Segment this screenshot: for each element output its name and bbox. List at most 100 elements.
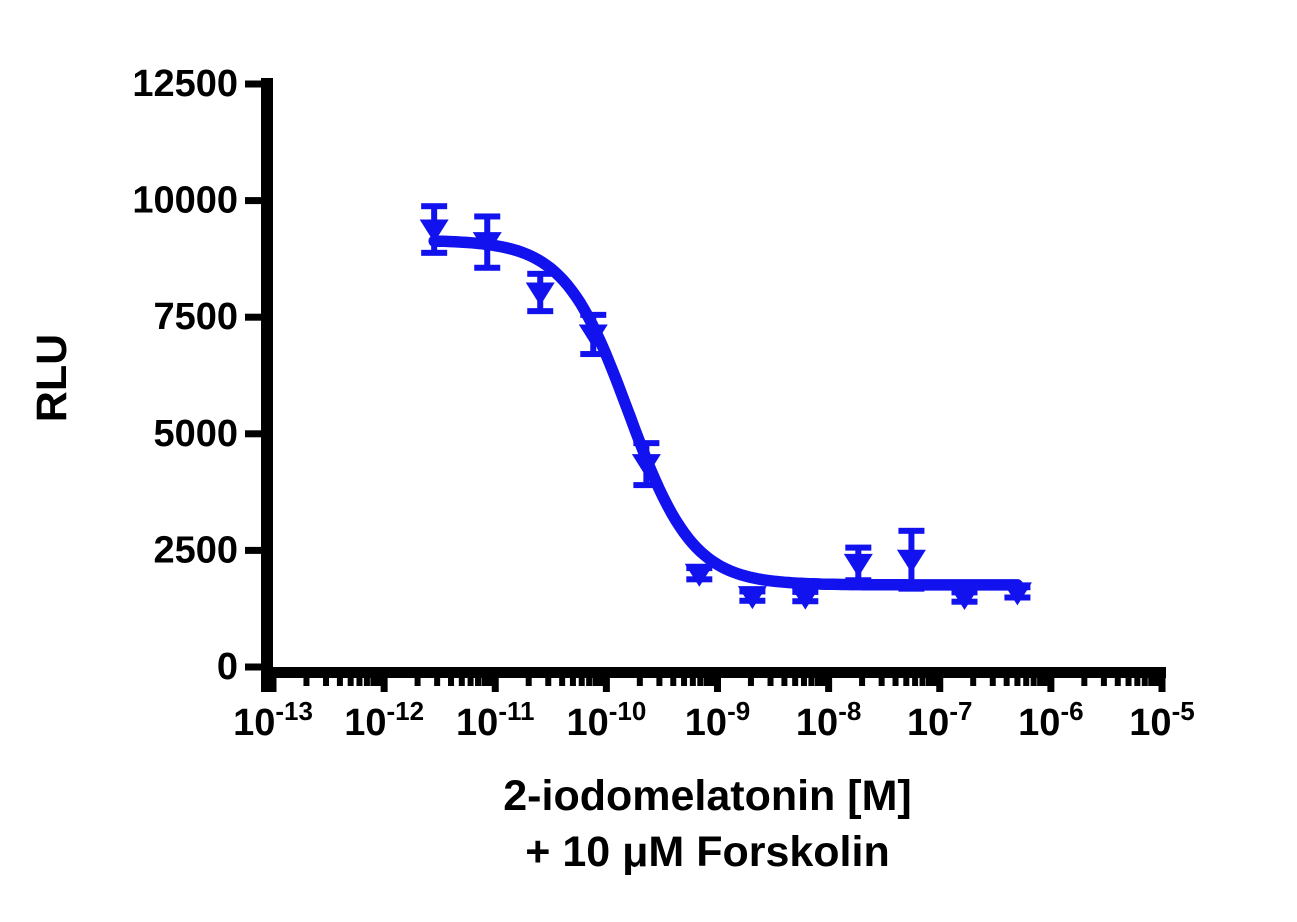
x-axis-tick-label: 10-13 bbox=[233, 696, 313, 744]
x-axis-major-tick bbox=[825, 678, 833, 692]
y-axis-tick bbox=[245, 80, 261, 88]
x-axis-minor-tick bbox=[656, 678, 663, 686]
x-axis-minor-tick bbox=[859, 678, 866, 686]
x-axis-minor-tick bbox=[363, 678, 370, 686]
x-axis-tick-label: 10-5 bbox=[1129, 696, 1194, 744]
y-axis-line bbox=[261, 78, 273, 692]
x-axis-minor-tick bbox=[1003, 678, 1010, 686]
x-axis-minor-tick bbox=[925, 678, 932, 686]
x-axis-tick-label: 10-11 bbox=[456, 696, 534, 744]
error-bar-cap-bottom bbox=[580, 351, 607, 358]
x-axis-minor-tick bbox=[414, 678, 421, 686]
x-axis-tick-label: 10-8 bbox=[796, 696, 861, 744]
error-bar-cap-top bbox=[474, 213, 501, 220]
x-axis-minor-tick bbox=[1134, 678, 1141, 686]
x-axis-major-tick bbox=[714, 678, 721, 692]
x-axis-minor-tick bbox=[323, 678, 330, 686]
y-axis-tick-label: 12500 bbox=[132, 63, 238, 105]
fit-curve bbox=[428, 235, 1024, 591]
x-axis-minor-tick bbox=[878, 678, 885, 686]
data-point-marker bbox=[790, 586, 820, 610]
x-axis-minor-tick bbox=[598, 678, 605, 686]
x-axis-minor-tick bbox=[781, 678, 788, 686]
data-point-marker bbox=[631, 454, 661, 478]
x-axis-minor-tick bbox=[709, 678, 716, 686]
error-bar-cap-top bbox=[527, 270, 554, 277]
x-axis-minor-tick bbox=[903, 678, 910, 686]
x-axis-minor-tick bbox=[703, 678, 710, 686]
x-axis-title-line2: + 10 μM Forskolin bbox=[525, 828, 889, 876]
x-axis-minor-tick bbox=[767, 678, 774, 686]
y-axis-tick-label: 7500 bbox=[153, 296, 238, 338]
x-axis-minor-tick bbox=[448, 678, 455, 686]
y-axis-tick bbox=[245, 313, 261, 321]
error-bar-cap-bottom bbox=[527, 308, 554, 315]
x-axis-minor-tick bbox=[792, 678, 799, 686]
x-axis-minor-tick bbox=[814, 678, 821, 686]
y-axis-tick-label: 5000 bbox=[153, 413, 238, 455]
error-bar-cap-bottom bbox=[421, 249, 448, 256]
x-axis-title-line1: 2-iodomelatonin [M] bbox=[503, 772, 911, 820]
x-axis-tick-label: 10-10 bbox=[566, 696, 646, 744]
y-axis-tick-label: 10000 bbox=[132, 180, 238, 222]
error-bar-cap-top bbox=[845, 544, 872, 551]
x-axis-minor-tick bbox=[1023, 678, 1030, 686]
x-axis-minor-tick bbox=[747, 678, 754, 686]
x-axis-minor-tick bbox=[1030, 678, 1037, 686]
x-axis-minor-tick bbox=[670, 678, 677, 686]
error-bar-cap-top bbox=[633, 440, 660, 447]
x-axis-minor-tick bbox=[434, 678, 441, 686]
x-axis-minor-tick bbox=[487, 678, 494, 686]
x-axis-minor-tick bbox=[1081, 678, 1088, 686]
x-axis-minor-tick bbox=[1125, 678, 1132, 686]
x-axis-tick-label: 10-7 bbox=[907, 696, 972, 744]
x-axis-minor-tick bbox=[636, 678, 643, 686]
x-axis-minor-tick bbox=[1153, 678, 1160, 686]
data-point-marker bbox=[1002, 582, 1032, 606]
x-axis-minor-tick bbox=[689, 678, 696, 686]
error-bar-cap-top bbox=[898, 527, 925, 534]
x-axis-tick-label: 10-9 bbox=[685, 696, 750, 744]
x-axis-major-tick bbox=[269, 678, 277, 692]
x-axis-minor-tick bbox=[820, 678, 827, 686]
y-axis-tick-label: 0 bbox=[217, 646, 238, 688]
x-axis-tick-label: 10-12 bbox=[344, 696, 424, 744]
x-axis-major-tick bbox=[491, 678, 499, 692]
data-point-marker bbox=[896, 549, 926, 573]
x-axis-minor-tick bbox=[808, 678, 815, 686]
x-axis-minor-tick bbox=[919, 678, 926, 686]
x-axis-minor-tick bbox=[892, 678, 899, 686]
x-axis-major-tick bbox=[936, 678, 944, 692]
y-axis-tick bbox=[245, 197, 261, 205]
x-axis-minor-tick bbox=[681, 678, 688, 686]
x-axis-minor-tick bbox=[592, 678, 599, 686]
x-axis-minor-tick bbox=[1100, 678, 1107, 686]
x-axis-minor-tick bbox=[989, 678, 996, 686]
x-axis-minor-tick bbox=[336, 678, 343, 686]
x-axis-minor-tick bbox=[569, 678, 576, 686]
x-axis-major-tick bbox=[380, 678, 388, 692]
x-axis-tick-label: 10-6 bbox=[1018, 696, 1083, 744]
x-axis-minor-tick bbox=[1114, 678, 1121, 686]
x-axis-minor-tick bbox=[525, 678, 532, 686]
x-axis-minor-tick bbox=[481, 678, 488, 686]
data-point-marker bbox=[949, 587, 979, 611]
x-axis-minor-tick bbox=[970, 678, 977, 686]
x-axis-minor-tick bbox=[303, 678, 310, 686]
x-axis-major-tick bbox=[602, 678, 610, 692]
x-axis-minor-tick bbox=[356, 678, 363, 686]
x-axis-minor-tick bbox=[578, 678, 585, 686]
error-bar-cap-bottom bbox=[898, 585, 925, 592]
y-axis-tick bbox=[245, 546, 261, 554]
data-point-marker bbox=[684, 563, 714, 587]
data-point-marker bbox=[737, 586, 767, 610]
error-bar-cap-bottom bbox=[474, 264, 501, 271]
y-axis-tick-label: 2500 bbox=[153, 529, 238, 571]
x-axis-major-tick bbox=[1047, 678, 1055, 692]
data-point-marker bbox=[578, 324, 608, 348]
x-axis-minor-tick bbox=[545, 678, 552, 686]
x-axis-minor-tick bbox=[931, 678, 938, 686]
x-axis-minor-tick bbox=[347, 678, 354, 686]
